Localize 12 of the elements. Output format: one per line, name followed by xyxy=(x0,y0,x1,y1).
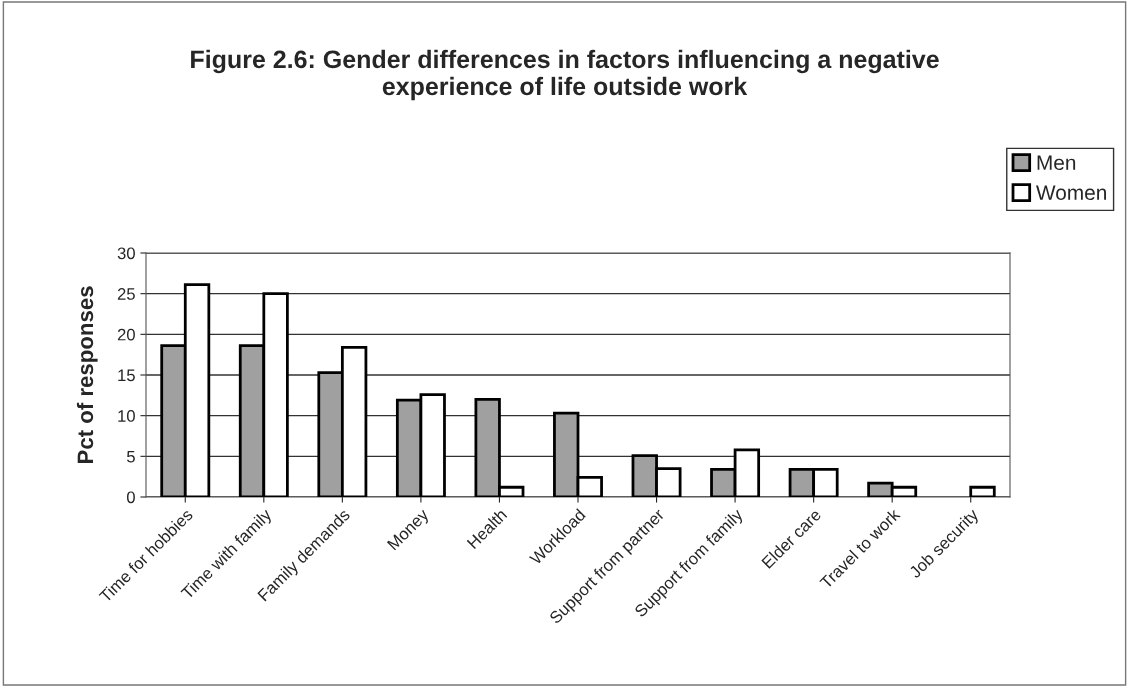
y-tick-label: 15 xyxy=(118,369,135,382)
y-axis-title: Pct of responses xyxy=(76,286,98,464)
y-tick-label: 0 xyxy=(126,491,135,504)
bar xyxy=(969,485,996,497)
y-tick-label: 20 xyxy=(117,328,135,341)
y-tick-label: 30 xyxy=(117,247,135,260)
y-tick-label: 10 xyxy=(118,410,135,422)
chart-title: Figure 2.6: Gender differences in factors influencing a negative experience of life outside work xyxy=(191,49,939,101)
y-tick-label: 25 xyxy=(117,288,135,300)
legend-label: Men xyxy=(1037,155,1076,171)
y-tick-label: 5 xyxy=(126,450,135,463)
legend-label: Women xyxy=(1036,185,1106,201)
